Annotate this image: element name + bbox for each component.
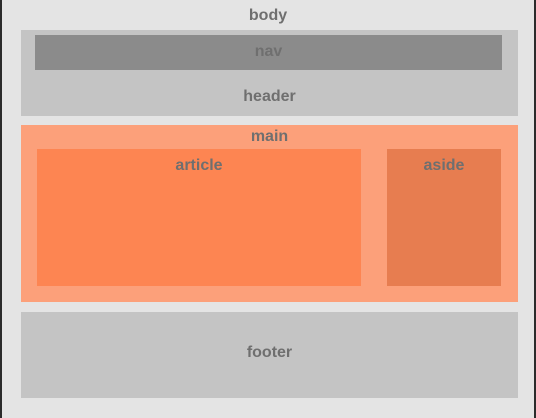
main-label: main [250, 128, 289, 145]
footer-label: footer [246, 344, 293, 361]
footer-region: footer [21, 312, 518, 398]
article-region: article [37, 149, 361, 286]
body-label: body [248, 7, 288, 24]
aside-region: aside [387, 149, 501, 286]
nav-label: nav [254, 43, 283, 60]
header-label: header [243, 88, 296, 105]
nav-region: nav [35, 35, 502, 70]
article-label: article [175, 157, 223, 174]
aside-label: aside [423, 157, 465, 174]
